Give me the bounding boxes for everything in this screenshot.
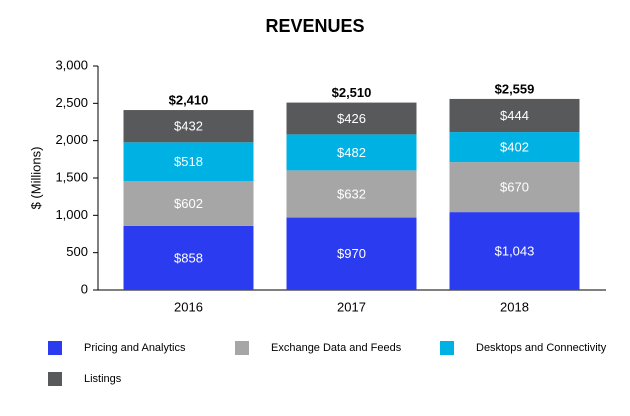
bar-segment <box>123 180 254 226</box>
value-label: $602 <box>174 196 203 211</box>
y-axis-label: $ (Millions) <box>28 147 43 210</box>
y-tick-label: 500 <box>66 244 88 259</box>
value-label: $670 <box>500 180 529 195</box>
value-label: $858 <box>174 250 203 265</box>
value-label: $444 <box>500 108 529 123</box>
bar-segment <box>123 225 254 290</box>
value-label: $426 <box>337 111 366 126</box>
bar-segment <box>286 102 417 135</box>
x-tick-label: 2017 <box>337 299 366 314</box>
bar-segment <box>286 170 417 218</box>
bar-segment <box>123 110 254 143</box>
value-label: $518 <box>174 154 203 169</box>
value-label: $482 <box>337 145 366 160</box>
bar-segment <box>449 98 580 133</box>
y-tick-label: 1,000 <box>55 207 88 222</box>
total-label: $2,510 <box>332 85 372 100</box>
legend-swatch <box>440 341 454 355</box>
total-label: $2,559 <box>495 81 535 96</box>
y-tick-label: 2,500 <box>55 95 88 110</box>
bar-segment <box>286 134 417 171</box>
legend-label: Pricing and Analytics <box>84 342 186 354</box>
value-label: $970 <box>337 246 366 261</box>
bar-segment <box>286 217 417 290</box>
y-tick-label: 0 <box>81 281 88 296</box>
legend-label: Desktops and Connectivity <box>476 342 607 354</box>
total-label: $2,410 <box>169 92 209 107</box>
x-tick-label: 2018 <box>500 299 529 314</box>
bar-segment <box>449 212 580 290</box>
y-tick-label: 2,000 <box>55 132 88 147</box>
y-tick-label: 3,000 <box>55 57 88 72</box>
x-tick-label: 2016 <box>174 299 203 314</box>
bar-segment <box>449 162 580 213</box>
legend-swatch <box>235 341 249 355</box>
value-label: $1,043 <box>495 243 535 258</box>
legend-label: Exchange Data and Feeds <box>271 342 402 354</box>
chart-title: REVENUES <box>265 16 364 36</box>
legend-label: Listings <box>84 373 122 385</box>
legend-swatch <box>48 372 62 386</box>
legend-swatch <box>48 341 62 355</box>
value-label: $432 <box>174 119 203 134</box>
bar-segment <box>123 142 254 181</box>
value-label: $402 <box>500 140 529 155</box>
value-label: $632 <box>337 186 366 201</box>
bar-segment <box>449 132 580 163</box>
y-tick-label: 1,500 <box>55 169 88 184</box>
